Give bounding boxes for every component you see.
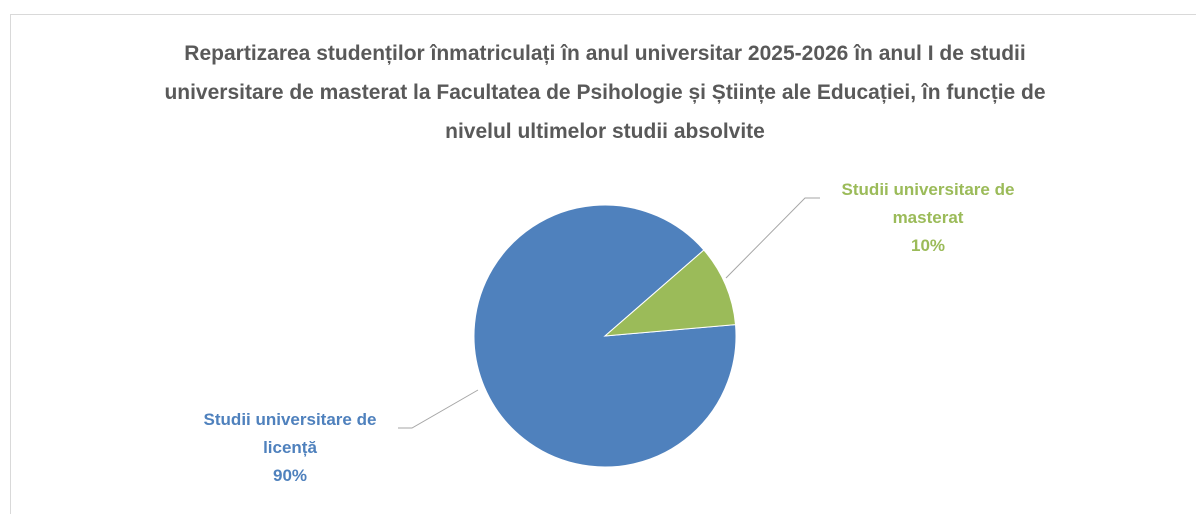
- category-label: Studii universitare de licență: [203, 410, 377, 457]
- pie-slice: [603, 249, 737, 337]
- chart-title: Repartizarea studenților înmatriculați î…: [164, 42, 1046, 143]
- category-label: Studii universitare de masterat: [841, 180, 1015, 227]
- leader-line: [725, 197, 820, 279]
- chart-area: [10, 14, 1196, 514]
- value-label: 90%: [272, 466, 308, 485]
- value-label: 10%: [910, 236, 946, 255]
- leader-line: [398, 389, 479, 429]
